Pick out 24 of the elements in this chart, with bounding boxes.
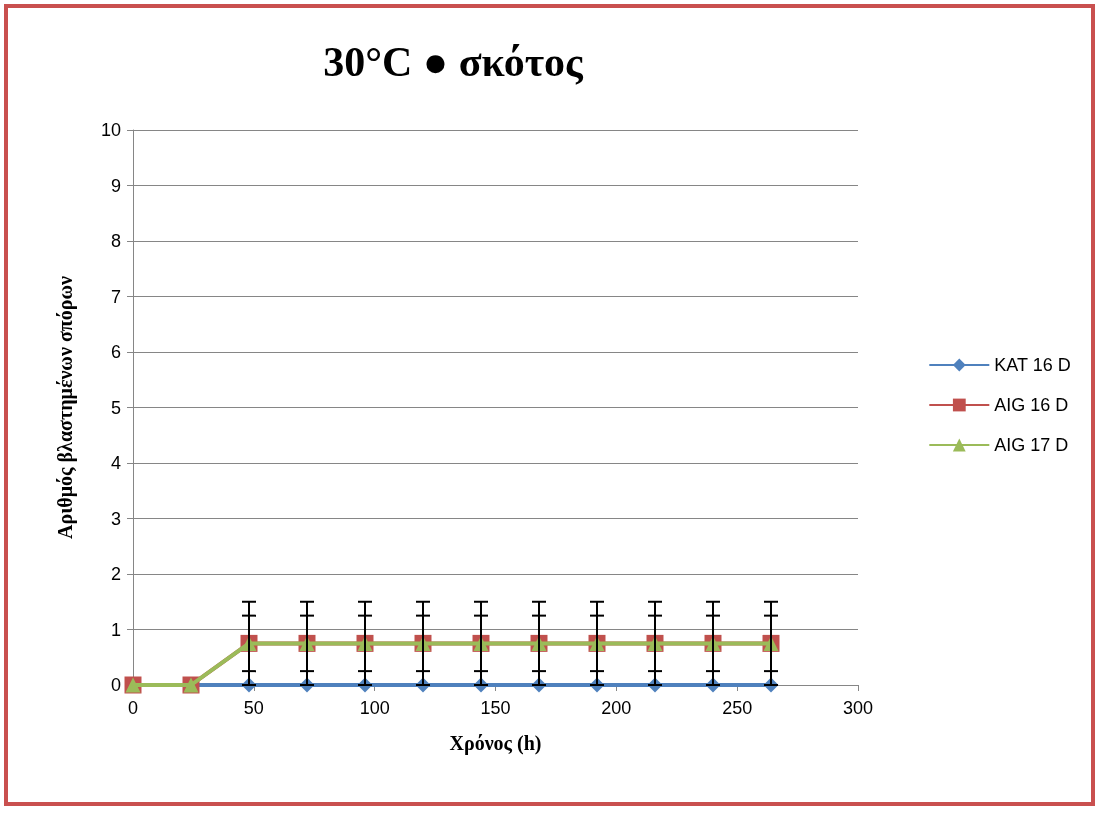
y-tick-label: 3 [110, 508, 121, 529]
x-tick-label: 300 [842, 698, 874, 718]
y-tick-label: 6 [110, 342, 121, 362]
y-tick-label: 4 [110, 453, 121, 473]
y-axis-title: Αριθμός βλαστημένων σπόρων [54, 275, 77, 540]
y-tick-label: 5 [110, 397, 121, 418]
y-tick-label: 0 [110, 675, 121, 695]
legend-label: AIG 17 D [994, 435, 1069, 455]
x-tick-label: 250 [722, 698, 753, 718]
chart-title: 30°C ● σκότος [323, 39, 585, 85]
y-tick-label: 7 [110, 286, 121, 307]
x-tick-label: 100 [359, 698, 390, 718]
y-tick-label: 10 [100, 120, 121, 140]
y-tick-label: 2 [110, 564, 121, 584]
x-tick-label: 0 [127, 698, 139, 718]
x-axis-title: Χρόνος (h) [449, 732, 542, 755]
y-tick-label: 9 [110, 175, 121, 196]
x-tick-label: 200 [601, 698, 632, 718]
y-tick-label: 8 [110, 231, 121, 251]
y-tick-label: 1 [110, 619, 121, 640]
x-tick-label: 150 [480, 698, 511, 718]
legend-label: KAT 16 D [994, 355, 1071, 375]
legend-label: AIG 16 D [994, 395, 1069, 415]
x-tick-label: 50 [243, 698, 264, 718]
